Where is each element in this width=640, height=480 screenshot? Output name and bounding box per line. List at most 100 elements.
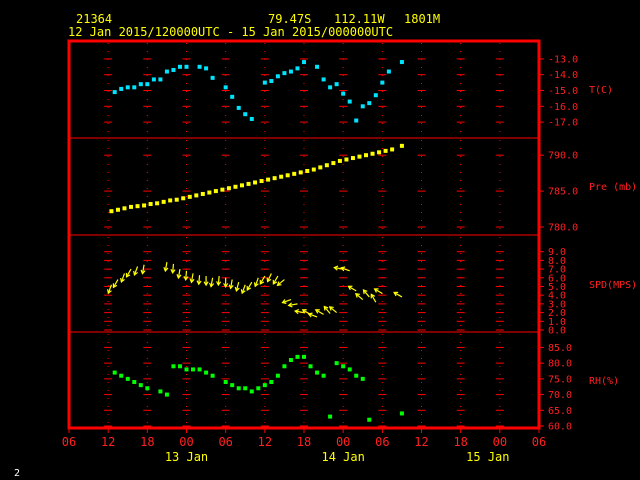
- x-tick-label: 18: [453, 435, 467, 449]
- wind-arrow-head: [393, 291, 399, 297]
- wind-arrow-head: [228, 284, 234, 290]
- pressure-point: [279, 174, 284, 179]
- temperature-point: [249, 116, 254, 121]
- wind-arrow-shaft: [282, 298, 292, 304]
- pressure-point: [168, 198, 173, 203]
- wind-arrow-shaft: [112, 279, 119, 288]
- wind-arrow-head: [176, 274, 182, 280]
- pressure-point: [194, 193, 199, 198]
- rh-point: [360, 376, 365, 381]
- temperature-point: [230, 94, 235, 99]
- wind-arrow-shaft: [177, 268, 181, 279]
- wind-arrow-head: [120, 277, 125, 284]
- panel-rh: 85.0 80.0 75.0 70.0 65.0 60.0 RH(%): [104, 334, 619, 433]
- wind-arrow-head: [234, 286, 240, 292]
- rh-point: [197, 367, 202, 372]
- pressure-point: [350, 156, 355, 161]
- wind-arrow-head: [307, 312, 313, 318]
- wind-arrow: [216, 276, 222, 287]
- wind-arrow-head: [266, 277, 272, 283]
- wind-arrow-head: [276, 281, 282, 287]
- wind-arrow: [393, 291, 403, 298]
- pressure-point: [266, 177, 271, 182]
- rh-point: [158, 389, 163, 394]
- x-tick-label: 12: [101, 435, 115, 449]
- pressure-point: [115, 207, 120, 212]
- y-tick-label: 9.0: [548, 247, 566, 258]
- wind-arrow: [133, 266, 139, 277]
- wind-arrow-head: [133, 270, 138, 277]
- temperature-point: [171, 67, 176, 72]
- wind-arrow-head: [216, 281, 222, 287]
- wind-arrow-head: [259, 279, 265, 285]
- rh-point: [164, 392, 169, 397]
- rh-point: [145, 386, 150, 391]
- pressure-point: [200, 191, 205, 196]
- pressure-point: [331, 161, 336, 166]
- pressure-point: [246, 181, 251, 186]
- wind-arrow-head: [373, 288, 379, 293]
- y-tick-label: -14.0: [548, 70, 578, 81]
- y-tick-label: 3.0: [548, 299, 566, 310]
- wind-arrow-shaft: [210, 277, 214, 287]
- pressure-point: [272, 176, 277, 181]
- pressure-point: [364, 153, 369, 158]
- wind-arrow-shaft: [355, 293, 364, 301]
- panel-temperature: -13.0 -14.0 -15.0 -16.0 -17.0 T(C): [104, 43, 613, 136]
- rh-point: [243, 386, 248, 391]
- y-tick-label: 4.0: [548, 291, 566, 302]
- temperature-point: [112, 90, 117, 95]
- temperature-point: [132, 85, 137, 90]
- wind-arrow-head: [287, 302, 293, 308]
- temperature-point: [288, 69, 293, 74]
- pressure-point: [142, 203, 147, 208]
- pressure-point: [324, 163, 329, 168]
- wind-arrow: [354, 293, 364, 301]
- temperature-point: [380, 80, 385, 85]
- temperature-point: [119, 86, 124, 91]
- wind-arrow: [323, 305, 331, 314]
- wind-arrow-shaft: [172, 263, 175, 273]
- pressure-point: [174, 197, 179, 202]
- x-day-label: 13 Jan: [165, 450, 208, 464]
- wind-arrow: [362, 289, 370, 298]
- pressure-point: [187, 194, 192, 199]
- wind-arrow-head: [170, 268, 176, 275]
- elevation: 1801M: [404, 12, 440, 26]
- rh-point: [184, 367, 189, 372]
- wind-arrow-head: [362, 289, 368, 295]
- y-tick-label: 785.0: [548, 187, 578, 198]
- temperature-point: [164, 69, 169, 74]
- pressure-point: [377, 150, 382, 155]
- wind-arrow-head: [347, 285, 353, 291]
- wind-arrow: [370, 293, 377, 303]
- rh-point: [204, 370, 209, 375]
- pressure-point: [148, 202, 153, 207]
- wind-arrow: [223, 277, 229, 288]
- wind-arrow: [140, 264, 146, 275]
- wind-arrow-shaft: [246, 281, 253, 291]
- temperature-point: [151, 77, 156, 82]
- wind-arrow: [246, 281, 253, 291]
- pressure-point: [239, 183, 244, 188]
- y-tick-label: 7.0: [548, 265, 566, 276]
- x-tick-label: 12: [414, 435, 428, 449]
- wind-arrow-head: [333, 265, 339, 271]
- wind-arrow-shaft: [254, 277, 259, 287]
- temperature-point: [125, 85, 130, 90]
- x-axis: 06 12 18 00 06 12 18 00 06 12 18 00 06 13 Jan 14 Jan 15…: [62, 428, 546, 464]
- temperature-point: [399, 60, 404, 65]
- wind-arrow-head: [140, 269, 146, 275]
- rh-point: [308, 364, 313, 369]
- pressure-point: [337, 158, 342, 163]
- pressure-point: [311, 167, 316, 172]
- pressure-point: [344, 157, 349, 162]
- rh-point: [171, 364, 176, 369]
- rh-point: [282, 364, 287, 369]
- rh-point: [191, 367, 196, 372]
- y-tick-label: 75.0: [548, 374, 572, 385]
- y-tick-label: -17.0: [548, 118, 578, 129]
- rh-point: [230, 383, 235, 388]
- wind-arrow-shaft: [125, 268, 132, 278]
- y-tick-label: 60.0: [548, 422, 572, 433]
